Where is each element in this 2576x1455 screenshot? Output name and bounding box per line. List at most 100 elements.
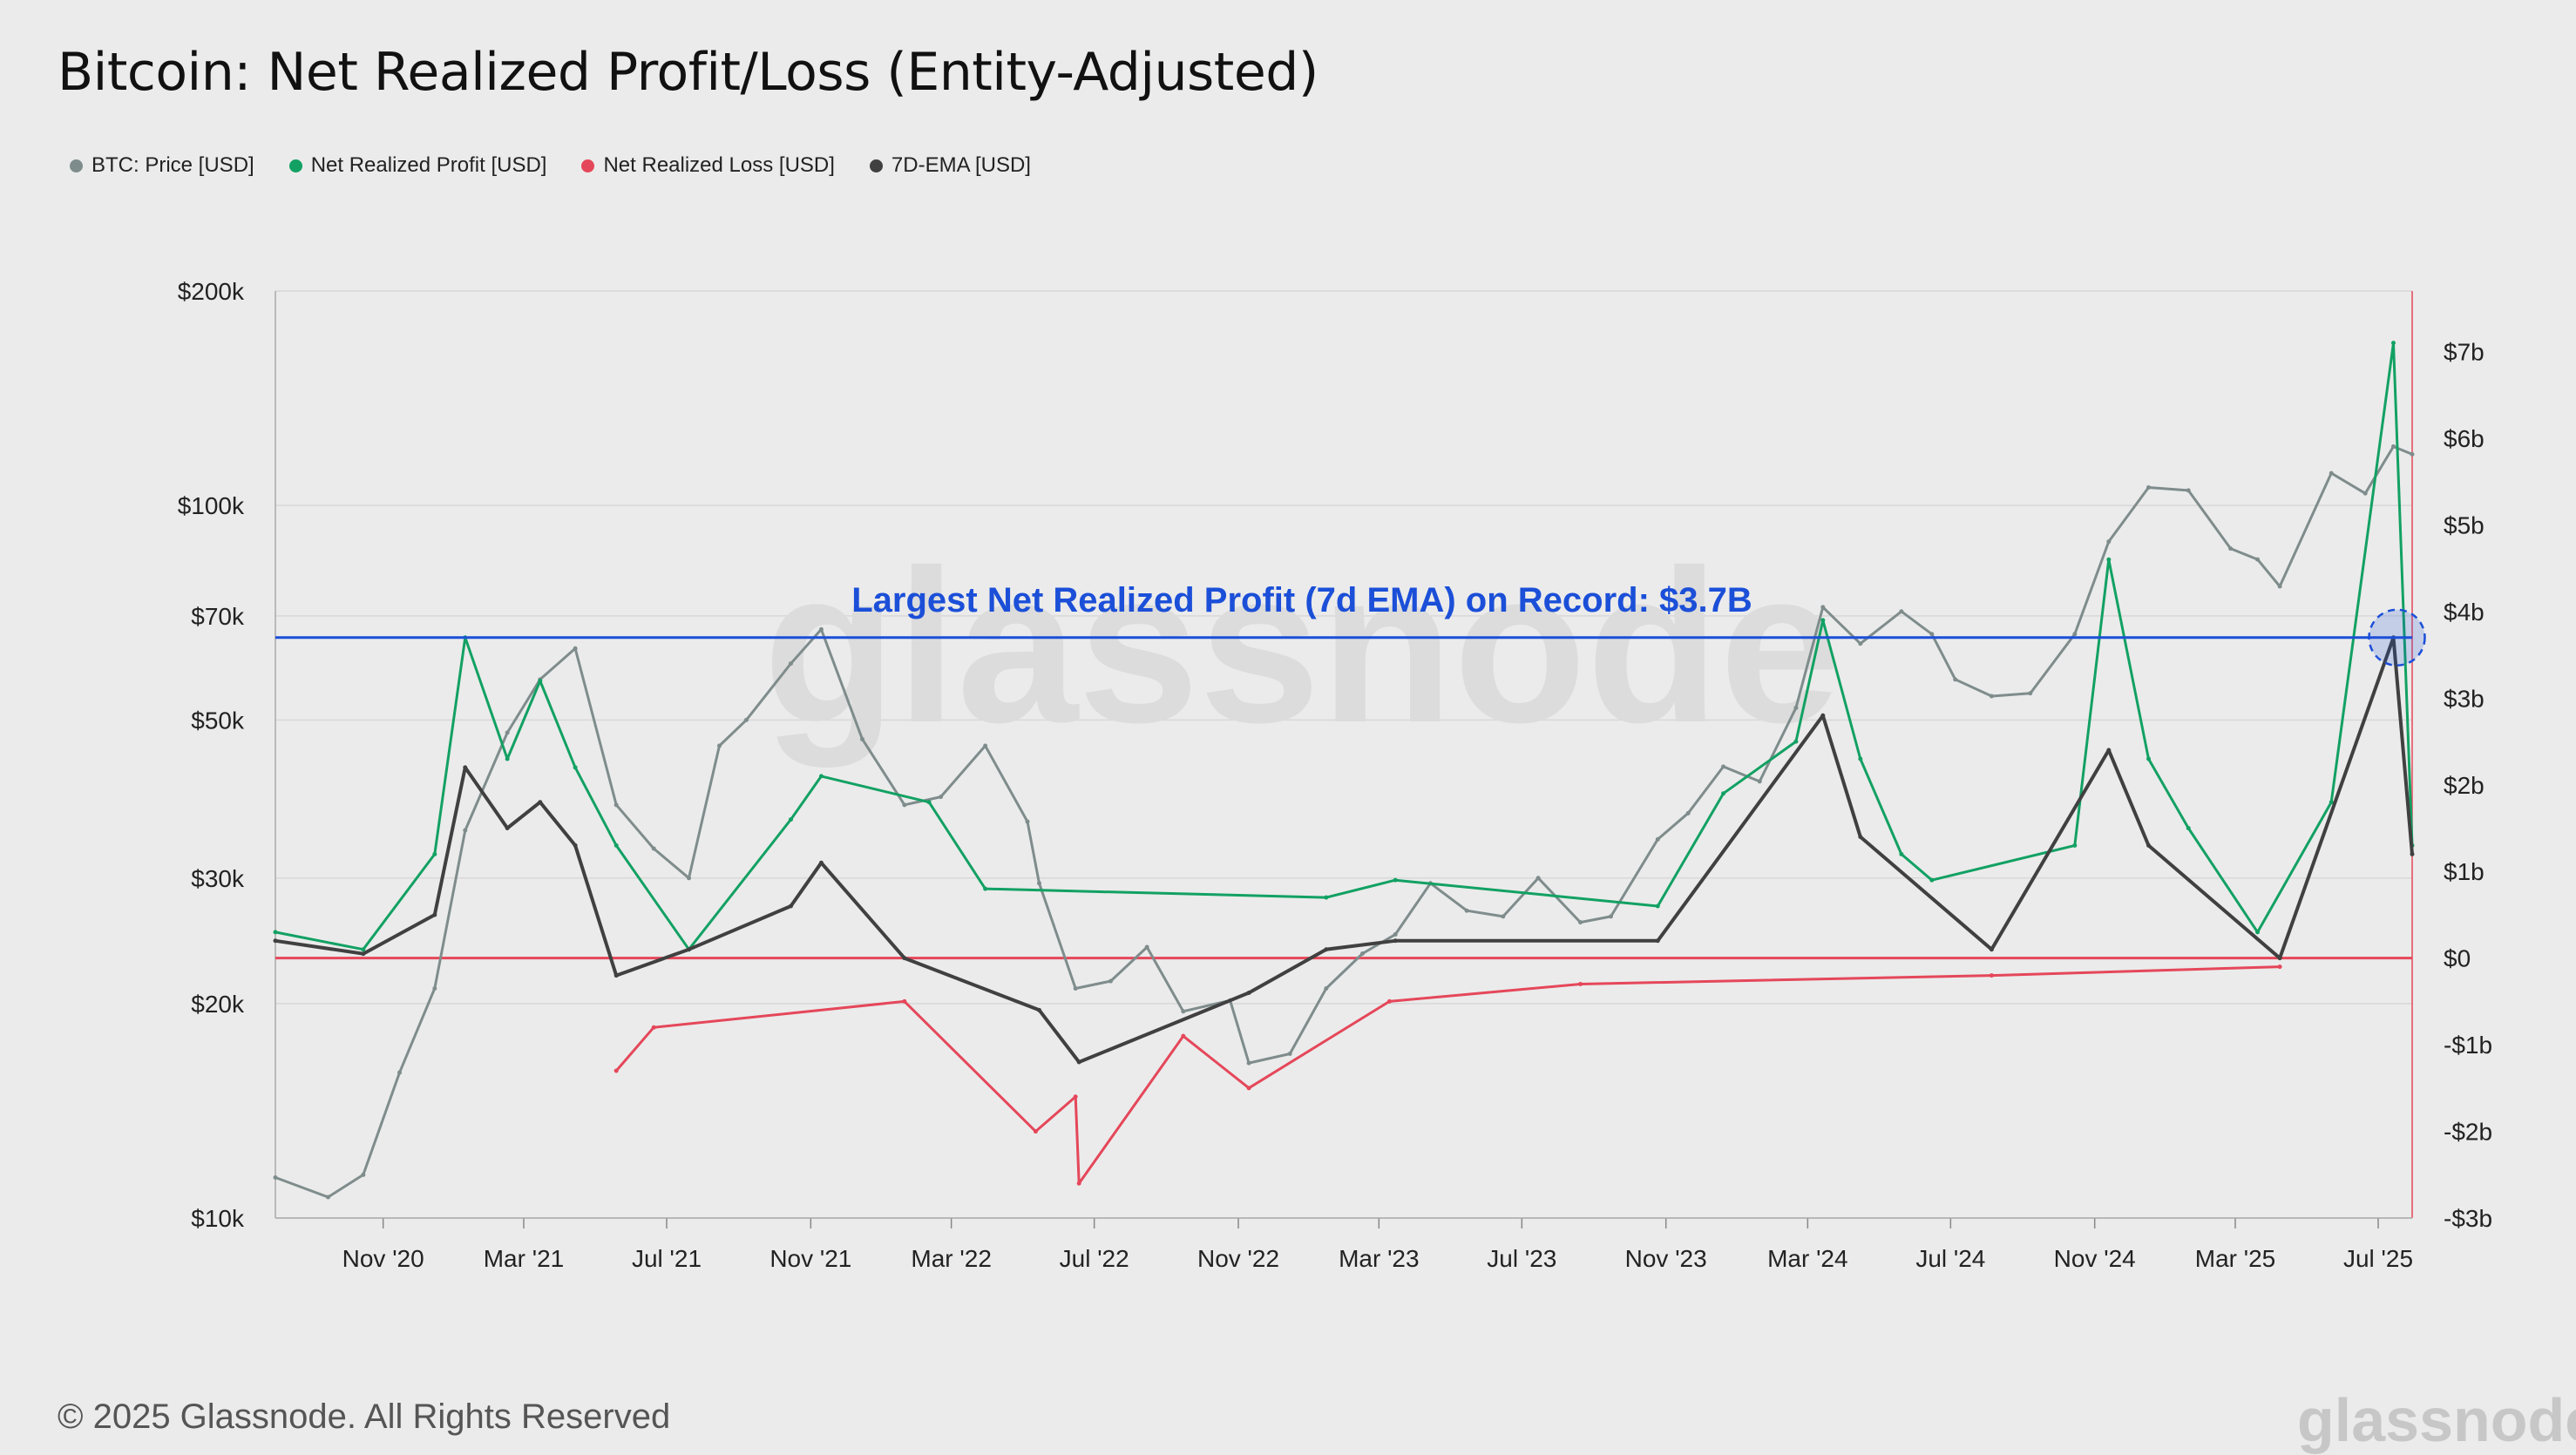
series-point-net-realized-profit [818, 774, 824, 779]
series-point-net-realized-profit [2146, 756, 2152, 761]
series-point-ema-7d [2277, 956, 2282, 961]
series-point-btc-price [1793, 705, 1799, 710]
series-point-ema-7d [273, 938, 278, 944]
series-point-btc-price [2390, 443, 2396, 449]
series-point-btc-price [1953, 677, 1958, 682]
series-point-btc-price [1721, 764, 1726, 769]
legend-item-ema[interactable]: 7D-EMA [USD] [869, 153, 1031, 178]
chart-title: Bitcoin: Net Realized Profit/Loss (Entit… [58, 42, 1319, 103]
x-tick-label: Nov '20 [342, 1245, 424, 1272]
series-point-net-realized-loss [651, 1025, 656, 1030]
x-tick-label: Nov '24 [2054, 1245, 2136, 1272]
legend-dot-ema [869, 159, 883, 173]
x-tick-label: Jul '23 [1487, 1245, 1556, 1272]
series-point-btc-price [1144, 944, 1149, 950]
series-point-net-realized-profit [1324, 895, 1329, 900]
legend-item-price[interactable]: BTC: Price [USD] [70, 153, 254, 178]
footer-copyright: © 2025 Glassnode. All Rights Reserved [58, 1397, 671, 1436]
series-point-btc-price [613, 802, 619, 808]
chart-canvas: glassnode $200k $100k $70k $50k $30k $20k $10k… [178, 278, 2492, 1272]
series-point-ema-7d [573, 843, 578, 848]
x-tick-label: Nov '22 [1197, 1245, 1279, 1272]
series-point-net-realized-profit [926, 800, 932, 805]
series-point-ema-7d [505, 826, 510, 831]
series-point-ema-7d [613, 973, 619, 978]
series-point-net-realized-profit [1899, 851, 1904, 856]
series-point-net-realized-profit [2329, 800, 2334, 805]
series-point-btc-price [2410, 451, 2415, 457]
series-point-net-realized-loss [1076, 1181, 1081, 1186]
series-point-btc-price [2277, 584, 2282, 589]
series-point-ema-7d [1655, 938, 1660, 944]
series-point-ema-7d [432, 912, 437, 917]
y-right-tick-label: $6b [2444, 425, 2484, 452]
series-point-btc-price [651, 846, 656, 851]
legend-dot-price [70, 159, 83, 173]
legend-dot-profit [288, 159, 302, 173]
series-point-btc-price [1535, 876, 1541, 881]
x-tick-label: Mar '25 [2195, 1245, 2276, 1272]
series-point-btc-price [1989, 694, 1994, 699]
series-point-ema-7d [1246, 990, 1251, 995]
series-point-btc-price [361, 1172, 366, 1177]
series-point-net-realized-profit [2106, 557, 2112, 562]
legend-dot-loss [581, 159, 595, 173]
series-point-net-realized-profit [573, 765, 578, 770]
legend-label-loss: Net Realized Loss [USD] [603, 153, 835, 177]
y-left-tick-label: $70k [191, 603, 245, 630]
series-point-net-realized-loss [2277, 964, 2282, 970]
series-point-net-realized-loss [1246, 1086, 1251, 1091]
series-point-btc-price [1929, 632, 1935, 637]
y-left-tick-label: $50k [191, 707, 245, 734]
y-left-tick-label: $30k [191, 865, 245, 892]
series-point-ema-7d [1858, 834, 1863, 839]
legend-label-ema: 7D-EMA [USD] [891, 153, 1031, 177]
series-point-net-realized-profit [1929, 877, 1935, 883]
series-point-ema-7d [463, 765, 468, 770]
legend-item-loss[interactable]: Net Realized Loss [USD] [581, 153, 835, 178]
series-point-btc-price [1036, 881, 1041, 886]
series-point-btc-price [983, 743, 988, 748]
record-highlight-circle [2368, 608, 2426, 667]
series-point-net-realized-profit [1858, 756, 1863, 761]
series-point-btc-price [1464, 908, 1469, 913]
series-point-net-realized-profit [2072, 843, 2078, 848]
legend-label-price: BTC: Price [USD] [92, 153, 254, 177]
x-tick-label: Jul '25 [2343, 1245, 2413, 1272]
series-point-ema-7d [818, 860, 824, 865]
series-point-btc-price [325, 1194, 330, 1200]
series-point-net-realized-profit [538, 678, 543, 683]
series-point-ema-7d [1393, 938, 1398, 944]
series-point-btc-price [902, 802, 907, 808]
series-point-btc-price [463, 828, 468, 833]
axes: $200k $100k $70k $50k $30k $20k $10k $7b $6b $5b $… [178, 278, 2492, 1272]
series-point-ema-7d [902, 956, 907, 961]
series-point-net-realized-profit [273, 930, 278, 935]
series-point-btc-price [1820, 605, 1826, 610]
series-point-ema-7d [1989, 947, 1994, 952]
series-point-net-realized-loss [1073, 1094, 1078, 1100]
series-point-net-realized-loss [1989, 973, 1994, 978]
series-point-ema-7d [687, 947, 692, 952]
y-right-tick-label: -$3b [2444, 1205, 2492, 1232]
y-left-tick-label: $20k [191, 991, 245, 1018]
x-tick-label: Mar '22 [911, 1245, 992, 1272]
series-point-btc-price [788, 661, 793, 667]
series-point-ema-7d [361, 951, 366, 957]
y-left-tick-label: $10k [191, 1205, 245, 1232]
series-point-net-realized-profit [1793, 739, 1799, 744]
series-point-btc-price [1073, 985, 1078, 991]
series-point-btc-price [2329, 470, 2334, 476]
y-left-tick-label: $200k [178, 278, 245, 305]
series-point-ema-7d [1036, 1007, 1041, 1012]
x-tick-label: Mar '23 [1339, 1245, 1420, 1272]
series-point-net-realized-profit [361, 947, 366, 952]
series-point-btc-price [397, 1070, 402, 1075]
series-point-btc-price [1108, 978, 1113, 984]
series-point-btc-price [1685, 810, 1691, 815]
series-point-net-realized-profit [1393, 877, 1398, 883]
series-point-btc-price [2186, 488, 2191, 493]
series-point-net-realized-loss [1578, 982, 1583, 987]
legend-item-profit[interactable]: Net Realized Profit [USD] [288, 153, 546, 178]
series-point-net-realized-profit [505, 756, 510, 761]
